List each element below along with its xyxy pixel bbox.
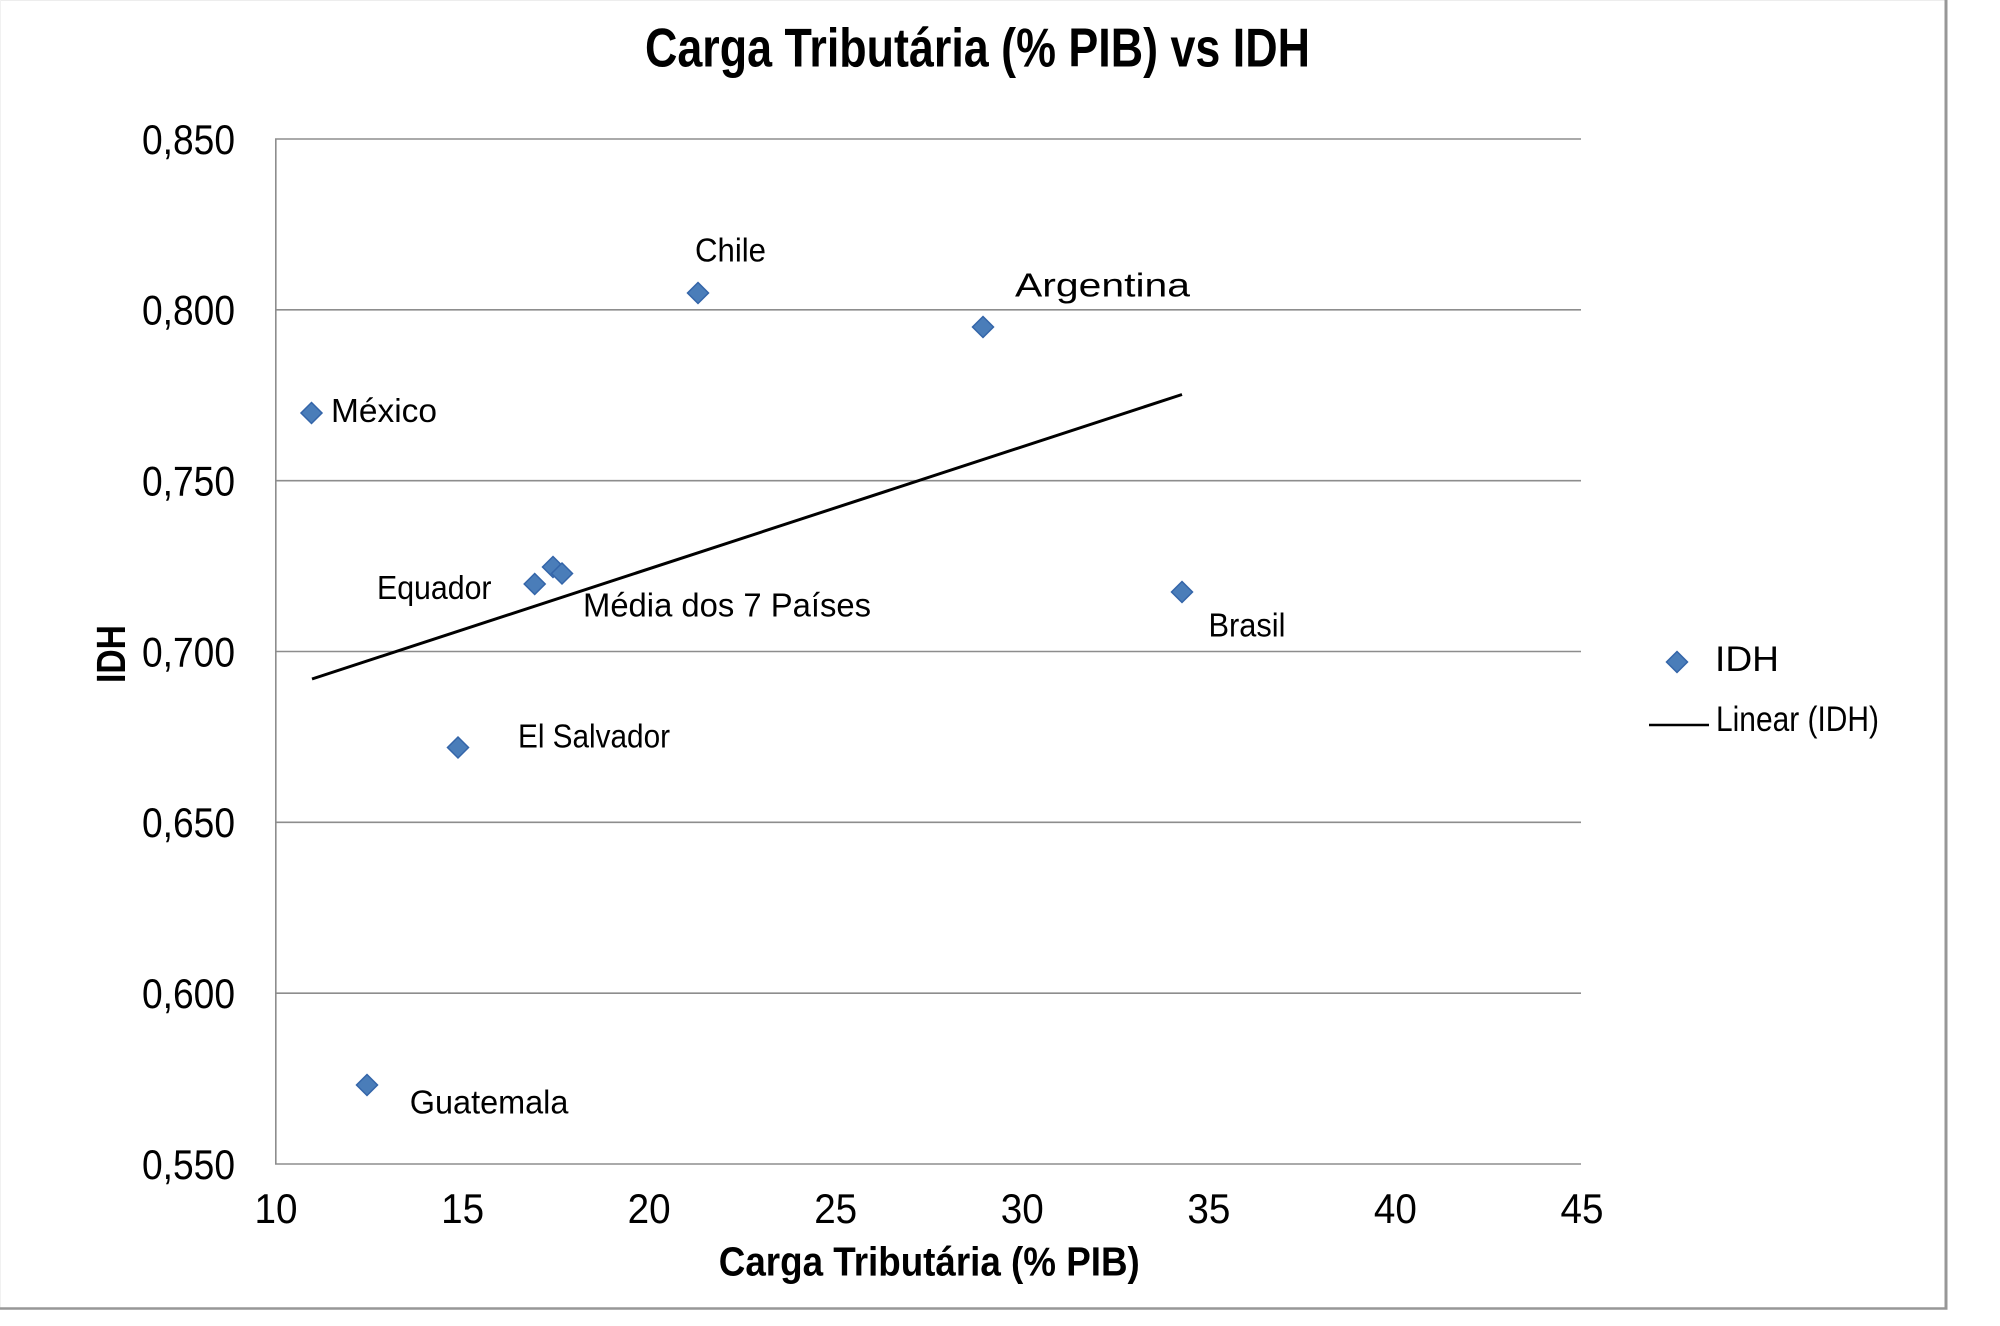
svg-text:Guatemala: Guatemala	[410, 1083, 569, 1120]
svg-text:0,650: 0,650	[142, 799, 235, 846]
svg-text:0,550: 0,550	[142, 1141, 235, 1188]
svg-text:0,750: 0,750	[142, 458, 235, 505]
svg-text:40: 40	[1374, 1185, 1417, 1232]
svg-text:0,600: 0,600	[142, 970, 235, 1017]
svg-text:Argentina: Argentina	[1015, 266, 1191, 303]
svg-text:25: 25	[814, 1185, 857, 1232]
svg-text:Média dos 7 Países: Média dos 7 Países	[583, 587, 871, 624]
svg-text:0,800: 0,800	[142, 287, 235, 334]
svg-text:Carga Tributária (% PIB): Carga Tributária (% PIB)	[719, 1239, 1140, 1285]
svg-text:Equador: Equador	[377, 569, 492, 606]
svg-text:IDH: IDH	[88, 625, 134, 683]
svg-text:Linear (IDH): Linear (IDH)	[1716, 700, 1879, 739]
svg-text:0,850: 0,850	[142, 116, 235, 163]
svg-text:45: 45	[1561, 1185, 1604, 1232]
svg-text:Carga Tributária (% PIB) vs ID: Carga Tributária (% PIB) vs IDH	[645, 17, 1310, 79]
svg-text:35: 35	[1187, 1185, 1230, 1232]
svg-text:IDH: IDH	[1715, 640, 1779, 679]
svg-text:Chile: Chile	[695, 232, 766, 269]
svg-text:30: 30	[1001, 1185, 1044, 1232]
svg-text:20: 20	[628, 1185, 671, 1232]
svg-text:0,700: 0,700	[142, 628, 235, 675]
svg-text:El Salvador: El Salvador	[518, 717, 670, 754]
svg-text:Brasil: Brasil	[1209, 607, 1286, 644]
svg-text:15: 15	[441, 1185, 484, 1232]
svg-text:10: 10	[255, 1185, 298, 1232]
svg-text:México: México	[331, 392, 437, 429]
